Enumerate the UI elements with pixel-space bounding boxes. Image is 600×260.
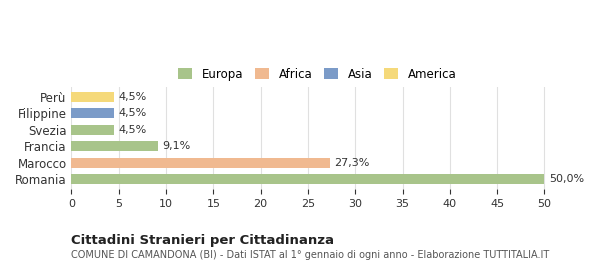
- Text: 4,5%: 4,5%: [119, 108, 147, 118]
- Bar: [71, 125, 114, 135]
- Text: 27,3%: 27,3%: [334, 158, 370, 168]
- Bar: [71, 141, 158, 151]
- Text: 4,5%: 4,5%: [119, 125, 147, 135]
- Bar: [71, 92, 114, 102]
- Bar: [71, 174, 544, 184]
- Text: 50,0%: 50,0%: [549, 174, 584, 184]
- Bar: [71, 108, 114, 118]
- Legend: Europa, Africa, Asia, America: Europa, Africa, Asia, America: [173, 63, 461, 85]
- Text: COMUNE DI CAMANDONA (BI) - Dati ISTAT al 1° gennaio di ogni anno - Elaborazione : COMUNE DI CAMANDONA (BI) - Dati ISTAT al…: [71, 250, 550, 259]
- Text: Cittadini Stranieri per Cittadinanza: Cittadini Stranieri per Cittadinanza: [71, 234, 334, 247]
- Text: 4,5%: 4,5%: [119, 92, 147, 102]
- Text: 9,1%: 9,1%: [162, 141, 191, 151]
- Bar: [71, 158, 329, 168]
